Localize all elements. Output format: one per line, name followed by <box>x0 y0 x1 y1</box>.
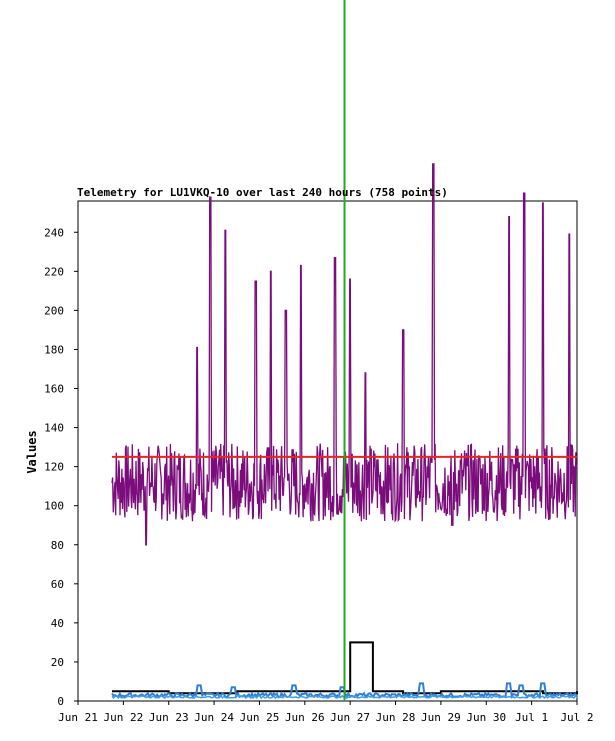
x-tick-label: Jun 23 <box>149 711 189 724</box>
x-tick-label: Jun 27 <box>330 711 370 724</box>
plot-area <box>77 200 578 702</box>
y-axis: 0 20 40 60 80 100 120 140 160 180 200 220 240 <box>44 226 78 708</box>
y-tick-label: 160 <box>44 383 64 396</box>
y-axis-label: Values <box>25 430 39 473</box>
chart-title: Telemetry for LU1VKQ-10 over last 240 ho… <box>77 186 448 199</box>
plot-frame <box>77 200 578 702</box>
y-tick-label: 40 <box>51 617 64 630</box>
series-layer <box>111 0 578 701</box>
y-tick-label: 20 <box>51 656 64 669</box>
y-tick-label: 240 <box>44 226 64 239</box>
x-tick-label: Jun 24 <box>194 711 234 724</box>
x-axis: Jun 21 Jun 22 Jun 23 Jun 24 Jun 25 Jun 26 Jun … <box>58 701 594 724</box>
x-tick-label: Jun 21 <box>58 711 98 724</box>
y-tick-label: 80 <box>51 539 64 552</box>
y-tick-label: 180 <box>44 343 64 356</box>
y-tick-label: 200 <box>44 304 64 317</box>
y-tick-label: 100 <box>44 500 64 513</box>
x-tick-label: Jul 2 <box>560 711 593 724</box>
x-tick-label: Jun 22 <box>103 711 143 724</box>
x-tick-label: Jun 29 <box>421 711 461 724</box>
x-tick-label: Jun 28 <box>376 711 416 724</box>
series-line-low-a <box>112 641 578 695</box>
y-tick-label: 120 <box>44 461 64 474</box>
x-tick-label: Jun 25 <box>240 711 280 724</box>
y-tick-label: 220 <box>44 265 64 278</box>
x-tick-label: Jun 26 <box>285 711 325 724</box>
x-tick-label: Jun 30 <box>466 711 506 724</box>
y-tick-label: 60 <box>51 578 64 591</box>
x-tick-label: Jul 1 <box>515 711 548 724</box>
y-tick-label: 0 <box>57 695 64 708</box>
y-tick-label: 140 <box>44 422 64 435</box>
